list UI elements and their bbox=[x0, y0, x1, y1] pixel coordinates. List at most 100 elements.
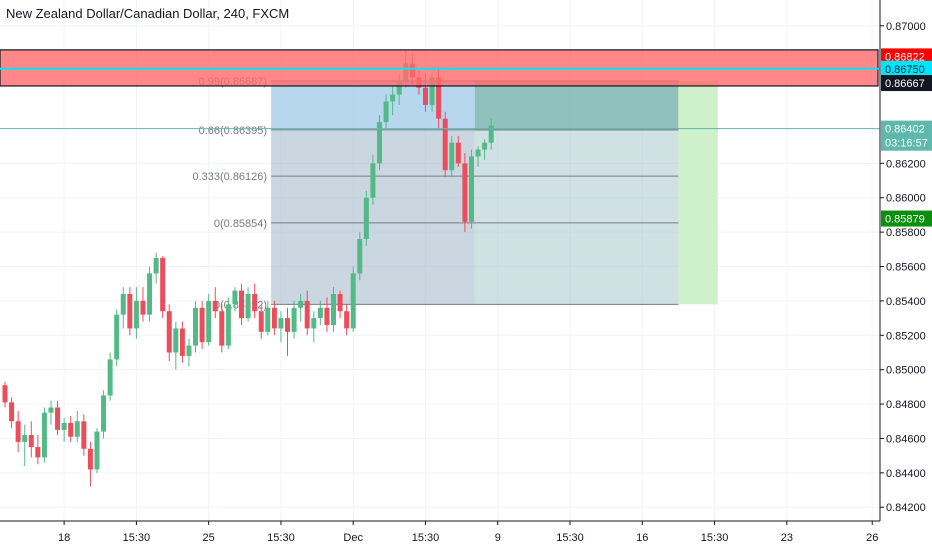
time-axis-bg bbox=[0, 522, 880, 550]
candle-body bbox=[357, 239, 363, 274]
candle-body bbox=[331, 294, 336, 325]
price-label-text: 0.86667 bbox=[885, 78, 925, 90]
candle-body bbox=[337, 294, 343, 312]
candle-body bbox=[324, 307, 330, 325]
candle-body bbox=[94, 431, 100, 470]
candle-body bbox=[291, 307, 297, 332]
y-tick-label: 0.85400 bbox=[886, 296, 926, 308]
candle-body bbox=[166, 311, 172, 353]
candle-body bbox=[449, 142, 455, 171]
candle-body bbox=[225, 304, 231, 346]
price-label-badge bbox=[881, 48, 932, 65]
candle-body bbox=[442, 118, 448, 171]
candle-body bbox=[245, 294, 251, 319]
candles bbox=[2, 49, 494, 487]
candle-body bbox=[9, 402, 15, 422]
y-tick-label: 0.85800 bbox=[886, 227, 926, 239]
price-label-badge bbox=[881, 120, 932, 137]
y-tick-label: 0.85000 bbox=[886, 365, 926, 377]
x-tick-label: 16 bbox=[636, 532, 648, 544]
candle-body bbox=[68, 422, 74, 437]
candle-body bbox=[81, 421, 87, 449]
price-axis-bg bbox=[881, 0, 932, 550]
position-target-extension bbox=[678, 80, 718, 131]
x-tick-label: 23 bbox=[781, 532, 793, 544]
price-label-badge bbox=[881, 60, 932, 77]
fib-level-label: 0.66(0.86395) bbox=[199, 125, 268, 137]
candle-body bbox=[285, 318, 291, 332]
x-tick-label: Dec bbox=[343, 532, 363, 544]
candle-body bbox=[114, 314, 120, 360]
candle-body bbox=[488, 125, 494, 143]
candle-body bbox=[455, 142, 461, 164]
candle-body bbox=[206, 300, 212, 343]
x-tick-label: 25 bbox=[203, 532, 215, 544]
price-label-badge bbox=[881, 75, 932, 92]
candle-body bbox=[87, 448, 93, 470]
candle-body bbox=[127, 294, 133, 329]
y-tick-label: 0.85600 bbox=[886, 262, 926, 274]
candle-body bbox=[41, 412, 47, 458]
candle-body bbox=[61, 422, 67, 430]
candle-body bbox=[199, 307, 205, 343]
candle-body bbox=[350, 273, 356, 329]
candle-body bbox=[74, 421, 80, 437]
candle-body bbox=[179, 328, 185, 356]
price-label-text: 0.86750 bbox=[885, 64, 925, 76]
candle-body bbox=[468, 156, 474, 222]
position-stop-zone-right bbox=[474, 130, 679, 305]
candle-body bbox=[252, 294, 258, 312]
candle-body bbox=[475, 149, 481, 157]
price-label-text: 0.86822 bbox=[885, 51, 925, 63]
y-tick-label: 0.84600 bbox=[886, 433, 926, 445]
candle-body bbox=[390, 94, 396, 102]
candle-body bbox=[193, 307, 199, 346]
y-tick-label: 0.84400 bbox=[886, 468, 926, 480]
y-tick-label: 0.86000 bbox=[886, 193, 926, 205]
x-tick-label: 26 bbox=[866, 532, 878, 544]
candle-body bbox=[120, 294, 126, 315]
candle-body bbox=[133, 300, 139, 329]
candle-body bbox=[35, 447, 41, 458]
candle-body bbox=[462, 163, 468, 222]
candle-body bbox=[304, 300, 310, 329]
x-tick-label: 15:30 bbox=[412, 532, 440, 544]
candle-body bbox=[22, 435, 28, 442]
x-tick-label: 15:30 bbox=[701, 532, 729, 544]
x-tick-label: 15:30 bbox=[123, 532, 151, 544]
candle-body bbox=[55, 407, 61, 430]
x-tick-label: 15:30 bbox=[556, 532, 584, 544]
candle-body bbox=[48, 407, 54, 413]
y-tick-label: 0.85200 bbox=[886, 330, 926, 342]
candle-body bbox=[140, 300, 146, 315]
candle-body bbox=[147, 273, 153, 315]
candle-body bbox=[370, 163, 376, 198]
candle-body bbox=[422, 87, 428, 105]
candle-body bbox=[186, 345, 192, 356]
candle-body bbox=[212, 300, 218, 312]
y-axis-ticks: 0.87000 0.86200 0.86000 0.85800 0.85600 0.854… bbox=[880, 21, 926, 514]
candle-body bbox=[258, 311, 264, 332]
candle-body bbox=[317, 307, 323, 319]
candle-body bbox=[153, 257, 159, 274]
candle-body bbox=[2, 385, 8, 403]
candle-body bbox=[383, 101, 389, 123]
candle-body bbox=[232, 290, 238, 305]
chart-title: New Zealand Dollar/Canadian Dollar, 240,… bbox=[6, 6, 290, 21]
candle-body bbox=[160, 257, 166, 312]
candle-body bbox=[344, 311, 350, 329]
candle-body bbox=[265, 307, 271, 332]
candle-body bbox=[396, 80, 402, 95]
candle-body bbox=[311, 318, 317, 329]
candle-body bbox=[363, 197, 369, 240]
y-tick-label: 0.84800 bbox=[886, 399, 926, 411]
candle-body bbox=[429, 77, 435, 105]
y-tick-label: 0.86200 bbox=[886, 158, 926, 170]
price-label-badge bbox=[881, 134, 932, 151]
fib-level-label: 0.333(0.86126) bbox=[192, 171, 267, 183]
x-tick-label: 18 bbox=[58, 532, 70, 544]
price-label-text: 0.86402 bbox=[885, 124, 925, 136]
y-tick-label: 0.87000 bbox=[886, 21, 926, 33]
y-tick-label: 0.84200 bbox=[886, 502, 926, 514]
